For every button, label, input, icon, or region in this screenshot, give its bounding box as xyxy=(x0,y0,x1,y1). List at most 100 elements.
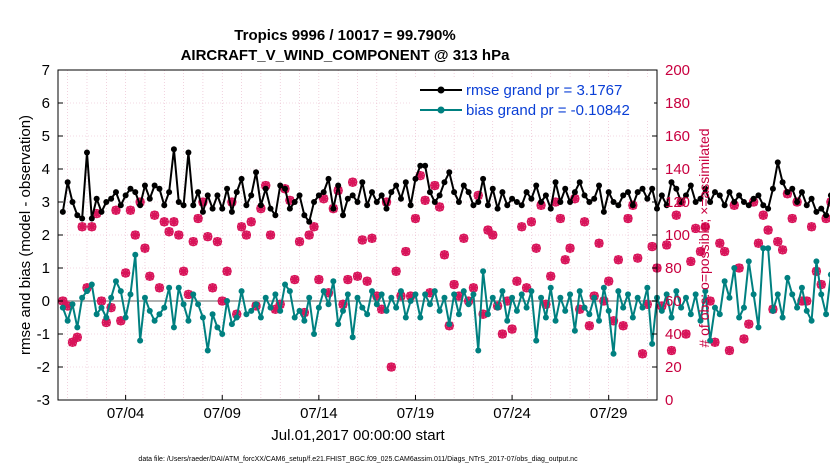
y-tick-label: -3 xyxy=(37,392,50,409)
rmse-point xyxy=(233,189,240,196)
obs-assimilated-marker xyxy=(77,222,87,232)
obs-possible-series xyxy=(58,170,830,372)
bias-point xyxy=(180,301,187,308)
bias-point xyxy=(388,294,395,301)
bias-point xyxy=(721,278,728,285)
obs-assimilated-marker xyxy=(666,346,676,355)
rmse-point xyxy=(567,199,574,205)
bias-point xyxy=(687,311,694,318)
obs-assimilated-marker xyxy=(517,222,527,232)
obs-assimilated-marker xyxy=(522,283,532,293)
obs-assimilated-marker xyxy=(473,190,483,200)
obs-assimilated-marker xyxy=(724,346,734,355)
obs-assimilated-marker xyxy=(183,289,193,299)
chart-title-line2: AIRCRAFT_V_WIND_COMPONENT @ 313 hPa xyxy=(181,47,511,64)
obs-assimilated-marker xyxy=(179,266,189,276)
obs-assimilated-marker xyxy=(425,288,435,298)
obs-assimilated-marker xyxy=(193,214,203,223)
bias-point xyxy=(581,304,588,311)
obs-assimilated-marker xyxy=(270,304,280,314)
rmse-point xyxy=(736,192,743,199)
bias-point xyxy=(538,294,545,301)
rmse-point xyxy=(615,202,622,209)
bias-point xyxy=(711,304,718,311)
obs-assimilated-marker xyxy=(87,222,97,232)
obs-assimilated-marker xyxy=(101,317,111,327)
bias-point xyxy=(195,301,202,308)
rmse-point xyxy=(214,192,221,199)
bias-point xyxy=(74,324,81,331)
rmse-point xyxy=(538,199,545,205)
rmse-point xyxy=(798,189,805,196)
obs-assimilated-marker xyxy=(381,197,391,207)
bias-point xyxy=(431,288,438,295)
rmse-point xyxy=(422,162,429,169)
rmse-point xyxy=(291,199,298,205)
bias-point xyxy=(170,324,177,331)
bias-point xyxy=(359,304,366,311)
bias-point xyxy=(586,311,593,318)
obs-assimilated-marker xyxy=(290,275,300,285)
rmse-point xyxy=(69,199,76,205)
rmse-point xyxy=(668,179,675,186)
obs-assimilated-marker xyxy=(266,230,276,240)
rmse-point xyxy=(277,182,284,189)
bias-point xyxy=(233,314,240,321)
bias-point xyxy=(137,337,144,344)
obs-assimilated-marker xyxy=(720,247,730,256)
obs-assimilated-marker xyxy=(488,230,498,240)
rmse-point xyxy=(185,149,192,156)
rmse-point xyxy=(301,212,308,219)
rmse-point xyxy=(141,182,148,189)
obs-assimilated-marker xyxy=(695,247,705,256)
rmse-point xyxy=(716,192,723,199)
rmse-point xyxy=(257,202,264,209)
bias-point xyxy=(407,298,414,304)
obs-assimilated-marker xyxy=(555,214,565,223)
obs-assimilated-marker xyxy=(304,230,314,240)
bias-point xyxy=(373,301,380,308)
obs-assimilated-marker xyxy=(807,222,817,232)
bias-point xyxy=(311,331,318,337)
rmse-point xyxy=(146,195,153,202)
rmse-point xyxy=(707,199,714,205)
obs-assimilated-marker xyxy=(410,214,420,223)
bias-point xyxy=(243,311,250,318)
bias-point xyxy=(567,291,574,298)
obs-assimilated-marker xyxy=(744,319,754,329)
bias-point xyxy=(813,258,820,265)
bias-point xyxy=(673,288,680,295)
y-tick-label: 3 xyxy=(42,194,50,211)
rmse-point xyxy=(79,215,86,222)
bias-point xyxy=(823,311,830,318)
bias-point xyxy=(98,304,105,311)
bias-point xyxy=(117,288,124,295)
rmse-point xyxy=(373,199,380,205)
bias-point xyxy=(397,288,404,295)
x-tick-label: 07/19 xyxy=(397,405,435,422)
bias-point xyxy=(141,294,148,301)
obs-assimilated-marker xyxy=(454,291,464,301)
rmse-point xyxy=(769,185,776,192)
obs-assimilated-marker xyxy=(584,321,594,331)
rmse-point xyxy=(359,179,366,186)
y-tick-label: 2 xyxy=(42,227,50,244)
rmse-point xyxy=(402,179,409,186)
rmse-point xyxy=(702,185,709,192)
rmse-point xyxy=(412,175,419,182)
rmse-point xyxy=(711,189,718,196)
legend-rmse-marker xyxy=(437,86,445,94)
bias-point xyxy=(296,307,303,314)
rmse-point xyxy=(320,189,327,196)
bias-point xyxy=(678,304,685,311)
rmse-point xyxy=(224,185,231,192)
bias-point xyxy=(132,251,139,258)
bias-point xyxy=(59,304,66,311)
bias-point xyxy=(364,311,371,318)
chart-title-line1: Tropics 9996 / 10017 = 99.790% xyxy=(234,27,455,44)
obs-assimilated-marker xyxy=(222,266,232,276)
obs-assimilated-marker xyxy=(468,283,478,293)
obs-assimilated-marker xyxy=(710,337,720,347)
bias-point xyxy=(736,314,743,321)
obs-assimilated-marker xyxy=(671,210,681,220)
